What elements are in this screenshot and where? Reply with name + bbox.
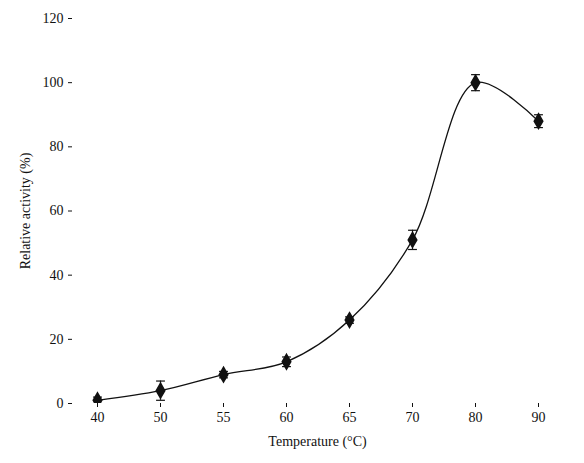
svg-text:60: 60 xyxy=(50,203,64,218)
svg-text:70: 70 xyxy=(406,410,420,425)
svg-text:80: 80 xyxy=(469,410,483,425)
svg-text:0: 0 xyxy=(57,396,64,411)
svg-text:40: 40 xyxy=(50,268,64,283)
svg-text:60: 60 xyxy=(280,410,294,425)
svg-text:100: 100 xyxy=(43,75,64,90)
svg-text:20: 20 xyxy=(50,332,64,347)
svg-text:120: 120 xyxy=(43,11,64,26)
svg-text:Relative activity (%): Relative activity (%) xyxy=(18,152,34,269)
svg-text:55: 55 xyxy=(217,410,231,425)
svg-text:50: 50 xyxy=(154,410,168,425)
svg-text:40: 40 xyxy=(91,410,105,425)
svg-text:Temperature (°C): Temperature (°C) xyxy=(268,434,367,450)
svg-text:90: 90 xyxy=(532,410,546,425)
svg-text:65: 65 xyxy=(343,410,357,425)
svg-text:80: 80 xyxy=(50,139,64,154)
